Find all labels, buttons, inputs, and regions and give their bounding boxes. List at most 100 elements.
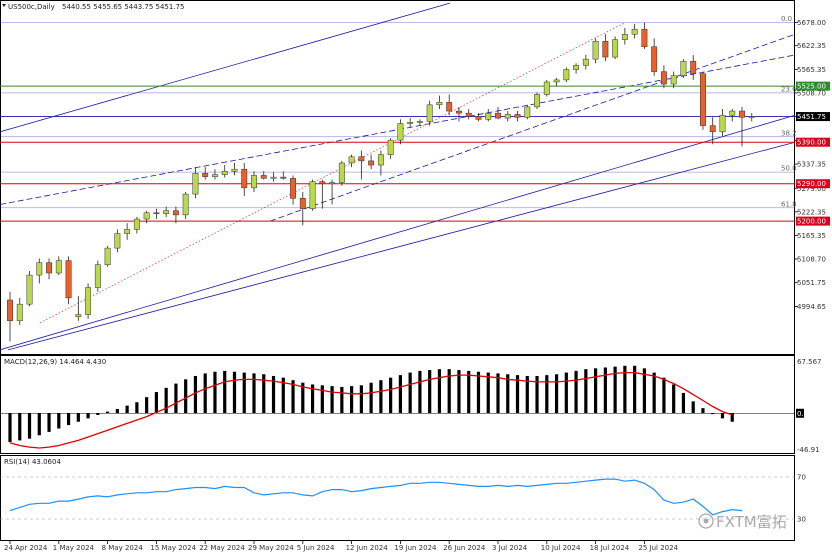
time-tick-label: 22 May 2024 [199, 544, 245, 552]
fib-ratio-label: 0.0 [781, 15, 792, 23]
bearish-candle [514, 114, 521, 118]
bullish-candle [221, 171, 228, 175]
bullish-candle [563, 69, 570, 81]
macd-tick-label: 67.567 [797, 358, 822, 366]
macd-bar [633, 365, 637, 414]
macd-bar [76, 413, 80, 422]
macd-bar [330, 386, 334, 414]
macd-bar [213, 371, 217, 414]
macd-bar [125, 405, 129, 414]
macd-bar [564, 372, 568, 414]
bullish-candle [592, 41, 599, 60]
rsi-panel [0, 455, 795, 541]
macd-bar [320, 385, 324, 414]
macd-bar [340, 386, 344, 414]
macd-panel [0, 355, 795, 454]
level-price-tag [796, 81, 830, 91]
macd-bar [711, 413, 715, 415]
macd-bar [408, 372, 412, 414]
macd-bar [496, 373, 500, 414]
price-tick-label: 5508.70 [797, 89, 826, 97]
macd-bar [281, 377, 285, 414]
price-panel [0, 0, 795, 355]
bullish-candle [163, 210, 170, 214]
bullish-candle [719, 114, 726, 133]
macd-bar [457, 370, 461, 414]
bullish-candle [55, 260, 62, 274]
symbol-header: US500c,Daily [8, 3, 55, 11]
bullish-candle [573, 65, 580, 70]
bullish-candle [182, 193, 189, 216]
bearish-candle [65, 260, 72, 299]
bullish-candle [377, 154, 384, 166]
level-price-tag [796, 137, 830, 147]
macd-bar [691, 401, 695, 414]
rsi-tick-label: 70 [797, 474, 806, 482]
macd-bar [96, 413, 100, 415]
macd-label: MACD(12,26,9) 14.464 4.430 [4, 358, 106, 366]
bearish-candle [368, 160, 375, 166]
rsi-axis: 70 30 [797, 474, 806, 524]
macd-bar [310, 384, 315, 414]
bullish-candle [94, 264, 101, 288]
time-tick-label: 29 May 2024 [248, 544, 294, 552]
macd-bar [730, 413, 734, 422]
watermark: FXTM富拓 [698, 513, 787, 531]
macd-bar [652, 372, 656, 414]
macd-bar [47, 413, 51, 432]
macd-bar [27, 413, 32, 439]
bullish-candle [426, 104, 433, 122]
macd-bar [701, 408, 705, 414]
macd-bar [594, 368, 598, 414]
bearish-candle [153, 212, 160, 215]
price-tick-label: 5222.35 [797, 208, 826, 216]
macd-bar [232, 371, 237, 414]
price-tick-label: 4994.65 [797, 303, 826, 311]
bullish-candle [309, 181, 316, 209]
macd-bar [154, 392, 158, 414]
macd-signal-line [9, 371, 733, 449]
time-tick-label: 10 Jul 2024 [541, 544, 581, 552]
macd-bar [672, 384, 676, 414]
macd-bar [574, 370, 578, 414]
bullish-candle [524, 106, 531, 118]
bullish-candle [582, 58, 589, 66]
macd-bar [350, 386, 354, 414]
bullish-candle [416, 121, 423, 123]
collapse-arrow-icon[interactable] [2, 4, 6, 7]
bearish-candle [475, 116, 482, 120]
level-price-labels: 5525.00 5390.00 5290.00 5200.00 5451.75 [796, 81, 830, 226]
macd-zero-tag [796, 408, 804, 418]
bearish-candle [260, 175, 267, 179]
price-tick-label: 5337.35 [797, 161, 826, 169]
bullish-candle [485, 112, 492, 120]
macd-histogram [0, 365, 795, 443]
watermark-text: FXTM富拓 [716, 513, 787, 531]
bearish-candle [651, 46, 658, 72]
price-tick-label: 5279.00 [797, 185, 826, 193]
bearish-candle [456, 110, 462, 114]
bearish-candle [46, 262, 52, 274]
macd-bar [164, 387, 168, 414]
macd-bar [642, 368, 646, 414]
macd-bar [203, 373, 207, 414]
bullish-candle [36, 262, 43, 276]
bullish-candle [192, 173, 199, 195]
macd-bar [720, 413, 725, 419]
rsi-levels [0, 476, 795, 520]
bullish-candle [680, 60, 687, 77]
macd-bar [437, 369, 442, 414]
time-tick-label: 24 Apr 2024 [4, 544, 48, 552]
trend-line [269, 33, 796, 222]
bearish-candle [299, 198, 306, 209]
time-tick-label: 26 Jun 2024 [443, 544, 486, 552]
bearish-candle [290, 178, 296, 199]
fxtm-logo-icon [698, 513, 714, 529]
level-price-label: 5525.00 [797, 83, 826, 91]
bearish-candle [641, 28, 648, 47]
fib-ratio-label: 38.2 [781, 129, 797, 137]
bullish-candle [631, 28, 638, 35]
bullish-candle [348, 156, 355, 164]
macd-bar [545, 375, 549, 414]
